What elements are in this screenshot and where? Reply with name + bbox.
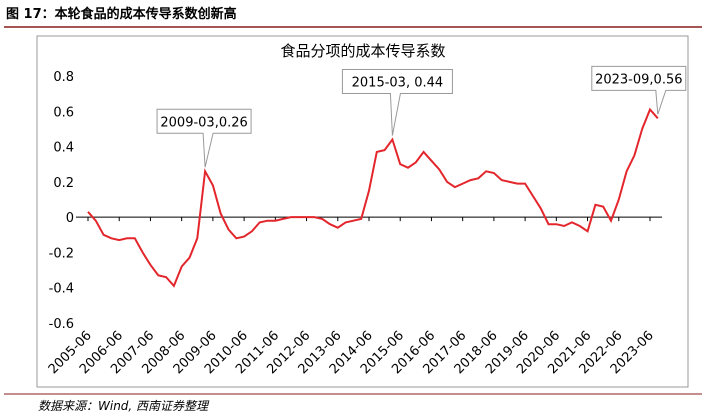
frame bbox=[36, 35, 689, 388]
header: 图 17：本轮食品的成本传导系数创新高 bbox=[6, 6, 237, 22]
y-tick-label: 0.8 bbox=[53, 70, 74, 85]
annotation-box bbox=[341, 69, 453, 136]
chart-title: 食品分项的成本传导系数 bbox=[280, 42, 445, 60]
y-tick-label: -0.4 bbox=[49, 282, 74, 297]
annotation: 2015-03, 0.44 bbox=[352, 76, 444, 91]
y-tick-label: -0.6 bbox=[49, 317, 74, 332]
annotation: 2009-03,0.26 bbox=[160, 115, 247, 130]
line bbox=[87, 107, 659, 288]
y-tick-label: 0 bbox=[66, 211, 74, 226]
y-tick-label: 0.6 bbox=[53, 105, 74, 120]
annotation: 2023-09,0.56 bbox=[595, 72, 682, 87]
y-tick-label: 0.2 bbox=[53, 176, 74, 191]
y-tick-label: -0.2 bbox=[49, 246, 74, 261]
y-tick-label: 0.4 bbox=[53, 141, 74, 156]
source: 数据来源：Wind, 西南证券整理 bbox=[38, 399, 210, 413]
annotation-box bbox=[591, 65, 687, 115]
annotation-box bbox=[156, 108, 252, 168]
